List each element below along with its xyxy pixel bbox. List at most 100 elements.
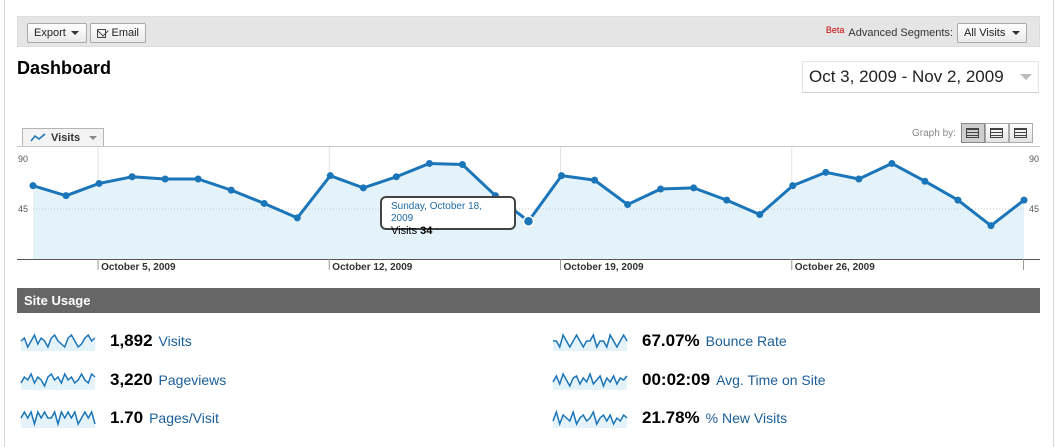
beta-badge: Beta <box>825 25 845 35</box>
sparkline-line <box>553 333 628 349</box>
envelope-icon <box>97 28 107 38</box>
segments-dropdown[interactable]: All Visits <box>957 23 1027 43</box>
page-title: Dashboard <box>17 58 112 78</box>
chevron-down-icon <box>70 31 79 35</box>
export-button[interactable]: Export <box>27 23 87 43</box>
chart-y-tick-label-left: 90 <box>18 154 28 164</box>
chart-point <box>293 214 301 222</box>
sparkline-area <box>553 335 627 351</box>
chart-point <box>591 176 599 184</box>
chart-tooltip: Sunday, October 18, 2009 Visits 34 <box>380 196 516 237</box>
stat-label-link[interactable]: Bounce Rate <box>705 333 787 349</box>
chart-x-tick-label: October 5, 2009 <box>101 262 176 273</box>
sparkline-area <box>553 374 627 390</box>
site-usage-stat: 1.70 Pages/Visit <box>20 406 219 430</box>
metric-selector[interactable]: Visits <box>22 128 104 147</box>
chart-point <box>458 161 466 169</box>
stat-value: 00:02:09 <box>642 370 711 389</box>
chart-point <box>822 168 830 176</box>
chart-point <box>954 196 962 204</box>
site-usage-header: Site Usage <box>17 288 1040 313</box>
chart-area <box>33 163 1024 259</box>
stat-label-link[interactable]: % New Visits <box>705 410 788 426</box>
chart-point <box>657 185 665 193</box>
chart-point <box>888 159 896 167</box>
chart-point <box>1020 196 1028 204</box>
sparkline-area <box>553 412 627 428</box>
sparkline-icon <box>553 333 628 351</box>
sparkline-icon <box>20 372 96 390</box>
sparkline-icon <box>20 333 96 351</box>
sparkline-icon <box>552 409 628 428</box>
month-icon <box>1014 128 1028 138</box>
chart-point <box>558 172 566 180</box>
stat-label-link[interactable]: Pages/Visit <box>149 410 219 426</box>
sparkline-area <box>21 374 95 390</box>
graph-by-controls: Graph by: <box>912 123 1033 143</box>
email-button[interactable]: Email <box>90 23 146 43</box>
chevron-down-icon <box>1020 74 1032 80</box>
chart-point <box>723 196 731 204</box>
chart-point <box>921 177 929 185</box>
sparkline-line <box>552 371 628 389</box>
stat-label-link[interactable]: Pageviews <box>158 372 227 388</box>
chevron-down-icon <box>1012 31 1020 35</box>
chart-point <box>756 211 764 219</box>
chart-point <box>227 186 235 194</box>
chart-point <box>789 182 797 190</box>
chart-point <box>690 184 698 192</box>
graph-by-day-button[interactable] <box>960 123 985 143</box>
visits-chart[interactable]: October 5, 2009 October 12, 2009 October 1… <box>17 146 1040 274</box>
tooltip-value: 34 <box>420 225 433 237</box>
chart-point <box>260 199 268 207</box>
segments-value: All Visits <box>964 27 1006 39</box>
stat-value: 1,892 <box>110 331 153 350</box>
graph-by-week-button[interactable] <box>984 123 1009 143</box>
export-label: Export <box>34 27 66 39</box>
sparkline-line <box>20 372 96 388</box>
chart-point <box>326 172 334 180</box>
stat-value: 3,220 <box>110 370 153 389</box>
chart-point <box>62 192 70 200</box>
stat-value: 21.78% <box>642 408 700 427</box>
sparkline-icon <box>20 410 96 428</box>
chart-x-tick-label: October 26, 2009 <box>795 262 875 273</box>
stat-label-link[interactable]: Avg. Time on Site <box>716 372 826 388</box>
chart-y-tick-label-right: 90 <box>1029 154 1039 164</box>
graph-by-label: Graph by: <box>912 127 956 139</box>
chart-point <box>194 175 202 183</box>
chart-svg: October 5, 2009 October 12, 2009 October 1… <box>17 146 1040 273</box>
tooltip-date: Sunday, October 18, 2009 <box>391 201 482 224</box>
chart-point <box>425 159 433 167</box>
page-frame <box>4 0 1054 447</box>
chart-y-tick-label-right: 45 <box>1029 204 1039 214</box>
chart-x-tick-label: October 12, 2009 <box>332 262 412 273</box>
week-icon <box>990 128 1004 138</box>
sparkline-line <box>20 410 96 427</box>
date-range-picker[interactable]: Oct 3, 2009 - Nov 2, 2009 <box>802 61 1039 93</box>
date-range-value: Oct 3, 2009 - Nov 2, 2009 <box>809 67 1004 86</box>
tooltip-value-row: Visits 34 <box>391 225 505 237</box>
chart-point <box>855 175 863 183</box>
sparkline-icon <box>552 371 628 390</box>
chart-point <box>128 173 136 181</box>
chart-point <box>392 173 400 181</box>
site-usage-stat: 00:02:09 Avg. Time on Site <box>552 368 826 392</box>
chart-point <box>161 175 169 183</box>
stat-label-link[interactable]: Visits <box>158 333 192 349</box>
advanced-segments: Beta Advanced Segments: All Visits <box>826 23 1027 43</box>
site-usage-stat: 21.78% % New Visits <box>552 406 787 430</box>
chart-point <box>95 179 103 187</box>
toolbar: Export Email Beta Advanced Segments: All… <box>17 16 1040 47</box>
metric-label: Visits <box>51 132 81 144</box>
site-usage-stat: 1,892 Visits <box>20 329 192 353</box>
site-usage-stat: 67.07% Bounce Rate <box>552 329 787 353</box>
chart-point <box>624 201 632 209</box>
chart-y-tick-label-left: 45 <box>18 204 28 214</box>
stat-value: 1.70 <box>110 408 144 427</box>
site-usage-stat: 3,220 Pageviews <box>20 368 226 392</box>
graph-by-month-button[interactable] <box>1008 123 1033 143</box>
day-icon <box>966 128 980 138</box>
sparkline-line <box>552 409 628 427</box>
tooltip-label: Visits <box>391 225 421 237</box>
